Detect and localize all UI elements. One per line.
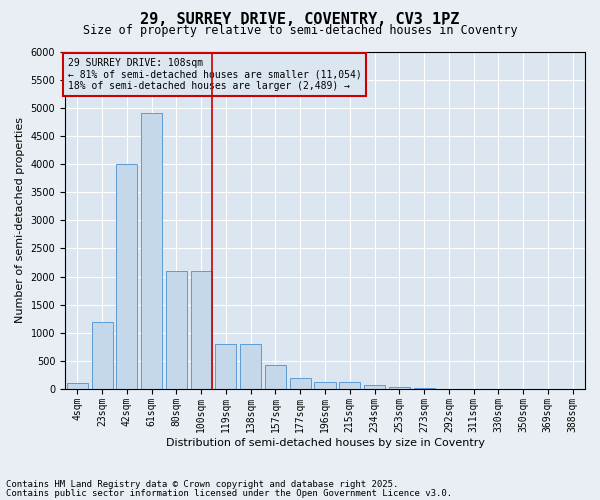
Text: 29 SURREY DRIVE: 108sqm
← 81% of semi-detached houses are smaller (11,054)
18% o: 29 SURREY DRIVE: 108sqm ← 81% of semi-de… [68,58,361,92]
Bar [215,344,236,389]
Bar [265,366,286,389]
Text: Contains public sector information licensed under the Open Government Licence v3: Contains public sector information licen… [6,489,452,498]
Text: Size of property relative to semi-detached houses in Coventry: Size of property relative to semi-detach… [83,24,517,37]
Bar [240,344,261,389]
X-axis label: Distribution of semi-detached houses by size in Coventry: Distribution of semi-detached houses by … [166,438,485,448]
Text: Contains HM Land Registry data © Crown copyright and database right 2025.: Contains HM Land Registry data © Crown c… [6,480,398,489]
Bar [92,322,113,389]
Bar [116,164,137,389]
Bar [290,378,311,389]
Bar [166,271,187,389]
Bar [67,384,88,389]
Bar [141,114,162,389]
Bar [364,384,385,389]
Y-axis label: Number of semi-detached properties: Number of semi-detached properties [15,118,25,324]
Bar [413,388,434,389]
Text: 29, SURREY DRIVE, COVENTRY, CV3 1PZ: 29, SURREY DRIVE, COVENTRY, CV3 1PZ [140,12,460,28]
Bar [339,382,360,389]
Bar [314,382,335,389]
Bar [389,388,410,389]
Bar [191,271,212,389]
